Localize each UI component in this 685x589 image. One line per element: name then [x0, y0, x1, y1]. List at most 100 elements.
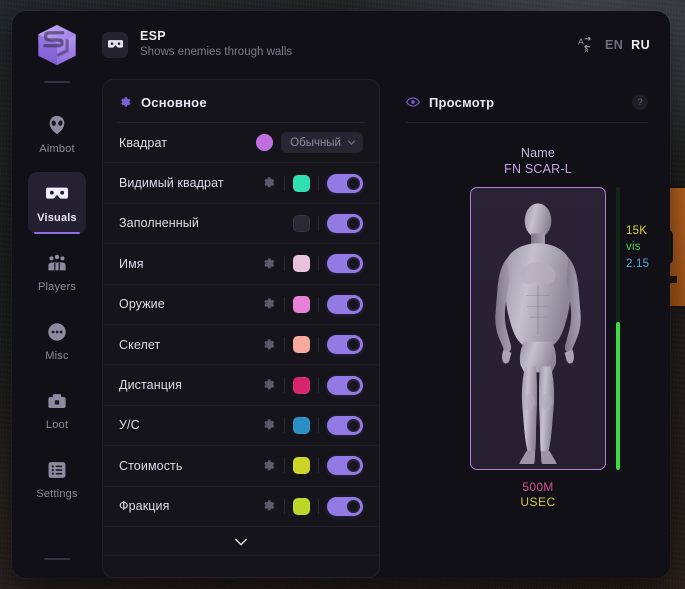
- color-swatch[interactable]: [256, 134, 274, 152]
- table-row: Скелет: [103, 325, 379, 366]
- people-group-icon: [48, 254, 66, 270]
- control-divider: [318, 337, 319, 353]
- table-row: У/С: [103, 406, 379, 447]
- esp-bounding-box: [470, 186, 606, 470]
- settings-card: Основное Квадрат Обычный: [102, 79, 380, 578]
- color-swatch[interactable]: [293, 214, 310, 232]
- esp-footer: 500M USEC: [406, 480, 670, 512]
- color-swatch[interactable]: [293, 497, 310, 515]
- table-row: Дистанция: [103, 365, 379, 406]
- preview-title: Просмотр: [429, 94, 495, 110]
- lang-option-ru[interactable]: RU: [631, 38, 650, 52]
- lang-option-en[interactable]: EN: [604, 38, 624, 52]
- color-swatch[interactable]: [293, 255, 310, 273]
- dropdown-value: Обычный: [290, 136, 341, 149]
- toggle-switch[interactable]: [327, 496, 363, 516]
- toggle-switch[interactable]: [327, 213, 363, 233]
- sidebar-item-players[interactable]: Players: [28, 241, 86, 303]
- table-row: Заполненный: [103, 204, 379, 245]
- toggle-switch[interactable]: [327, 173, 363, 193]
- toggle-switch[interactable]: [327, 254, 363, 274]
- settings-rows: Квадрат Обычный Видимый квадрат: [103, 123, 379, 577]
- setting-label: Оружие: [119, 297, 165, 312]
- sidebar-item-misc[interactable]: Misc: [28, 310, 86, 372]
- ellipsis-icon: [48, 322, 66, 341]
- brand-logo: [12, 22, 102, 68]
- sidebar-item-label: Misc: [45, 349, 69, 362]
- vr-goggles-icon: [46, 187, 68, 199]
- esp-stat-distance: 15K: [626, 224, 648, 237]
- color-swatch[interactable]: [293, 416, 310, 434]
- language-switcher[interactable]: A я EN RU: [578, 36, 650, 55]
- table-row: Фракция: [103, 487, 379, 527]
- svg-text:я: я: [584, 46, 588, 54]
- sidebar-item-label: Aimbot: [39, 142, 75, 155]
- gear-icon[interactable]: [262, 499, 276, 513]
- esp-preview-stage: Name FN SCAR-L: [406, 145, 670, 511]
- esp-footer-team: USEC: [520, 495, 556, 510]
- toggle-switch[interactable]: [327, 415, 363, 435]
- gear-icon[interactable]: [262, 338, 276, 352]
- toggle-switch[interactable]: [327, 456, 363, 476]
- esp-footer-distance: 500M: [522, 479, 554, 494]
- settings-section-header: Основное: [103, 80, 379, 122]
- sidebar-item-settings[interactable]: Settings: [28, 448, 86, 510]
- translate-icon: A я: [578, 36, 591, 54]
- preview-header: Просмотр ?: [406, 79, 670, 122]
- gear-icon[interactable]: [262, 418, 276, 432]
- sidebar-item-label: Loot: [45, 418, 69, 431]
- control-divider: [284, 337, 285, 353]
- gear-icon[interactable]: [262, 459, 276, 473]
- control-divider: [284, 377, 285, 393]
- list-icon: [48, 461, 66, 478]
- table-row: Стоимость: [103, 446, 379, 487]
- color-swatch[interactable]: [293, 457, 310, 475]
- sidebar-item-label: Settings: [36, 487, 78, 500]
- app-window: ESP Shows enemies through walls A я EN R…: [12, 11, 670, 578]
- control-divider: [284, 458, 285, 474]
- sidebar-item-aimbot[interactable]: Aimbot: [28, 103, 86, 165]
- control-divider: [318, 296, 319, 312]
- esp-health-bar-fill: [616, 322, 620, 470]
- table-row: Квадрат Обычный: [103, 123, 379, 164]
- setting-label: Заполненный: [119, 216, 199, 231]
- setting-label: Имя: [119, 256, 144, 271]
- color-swatch[interactable]: [293, 376, 310, 394]
- cube-logo-icon: [38, 24, 76, 66]
- control-divider: [318, 498, 319, 514]
- color-swatch[interactable]: [293, 174, 310, 192]
- control-divider: [284, 296, 285, 312]
- table-row: Оружие: [103, 285, 379, 325]
- sidebar-item-label: Players: [37, 280, 77, 293]
- toggle-switch[interactable]: [327, 335, 363, 355]
- module-subtitle: Shows enemies through walls: [140, 46, 293, 59]
- color-swatch[interactable]: [293, 336, 310, 354]
- gear-icon: [121, 97, 131, 107]
- esp-box-wrapper: 15K vis 2.15: [470, 186, 649, 470]
- help-badge[interactable]: ?: [632, 94, 648, 110]
- sidebar-item-visuals[interactable]: Visuals: [28, 172, 86, 234]
- chevron-down-icon[interactable]: [232, 533, 250, 551]
- table-row: Имя: [103, 244, 379, 285]
- partial-next-row: [103, 555, 379, 577]
- gear-icon[interactable]: [262, 257, 276, 271]
- svg-text:A: A: [578, 36, 584, 46]
- gear-icon[interactable]: [262, 176, 276, 190]
- sidebar-item-label: Visuals: [37, 211, 77, 224]
- setting-label: Дистанция: [119, 378, 182, 393]
- setting-label: Квадрат: [119, 135, 168, 150]
- sidebar-bottom-divider: [44, 557, 70, 560]
- control-divider: [284, 175, 285, 191]
- esp-health-bar: [616, 186, 620, 470]
- table-row: Видимый квадрат: [103, 163, 379, 204]
- box-style-dropdown[interactable]: Обычный: [281, 132, 363, 154]
- toggle-switch[interactable]: [327, 294, 363, 314]
- toggle-switch[interactable]: [327, 375, 363, 395]
- gear-icon[interactable]: [262, 378, 276, 392]
- preview-panel: Просмотр ? Name FN SCAR-L: [380, 79, 670, 578]
- app-body: Aimbot Visuals Players: [12, 79, 670, 578]
- color-swatch[interactable]: [293, 295, 310, 313]
- control-divider: [318, 417, 319, 433]
- sidebar-item-loot[interactable]: Loot: [28, 379, 86, 441]
- gear-icon[interactable]: [262, 297, 276, 311]
